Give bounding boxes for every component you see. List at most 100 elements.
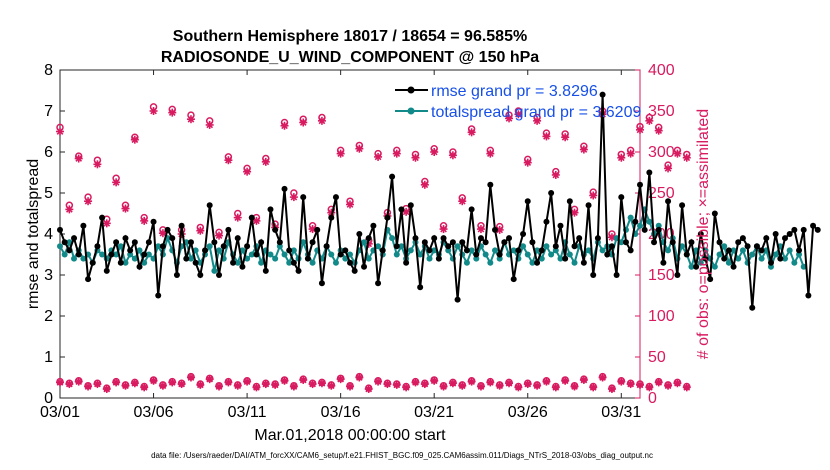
obs-assimilated-point — [392, 149, 401, 158]
asterisk-stroke — [206, 121, 214, 129]
asterisk-stroke — [56, 379, 64, 386]
obs-assimilated-point — [617, 153, 626, 162]
rmse-point — [543, 218, 550, 225]
spread-point — [618, 239, 625, 246]
y-left-tick-label: 5 — [44, 185, 53, 202]
rmse-point — [674, 272, 681, 278]
spread-point — [286, 259, 293, 266]
obs-assimilated-point — [121, 381, 130, 390]
rmse-point — [375, 280, 382, 287]
asterisk-stroke — [253, 383, 260, 391]
obs-assimilated-point — [56, 378, 64, 387]
x-tick-label: 03/06 — [134, 404, 174, 421]
rmse-point — [356, 231, 363, 237]
rmse-point — [599, 91, 606, 98]
rmse-point — [370, 222, 377, 229]
rmse-point — [782, 235, 788, 242]
asterisk-stroke — [393, 150, 401, 158]
asterisk-stroke — [561, 133, 569, 141]
asterisk-stroke — [515, 383, 522, 391]
obs-assimilated-point — [598, 373, 607, 382]
asterisk-stroke — [561, 377, 569, 385]
asterisk-stroke — [337, 150, 345, 158]
rmse-point — [669, 239, 676, 246]
asterisk-stroke — [75, 378, 83, 385]
obs-assimilated-point — [486, 378, 495, 387]
asterisk-stroke — [645, 117, 653, 125]
obs-assimilated-point — [673, 149, 682, 158]
legend-spread-label: totalspread grand pr = 3.6209 — [431, 104, 641, 121]
rmse-point — [655, 226, 662, 233]
asterisk-stroke — [309, 225, 316, 233]
obs-assimilated-point — [636, 380, 644, 389]
asterisk-stroke — [645, 383, 653, 391]
obs-assimilated-point — [243, 377, 252, 386]
asterisk-stroke — [543, 133, 550, 140]
rmse-point — [632, 218, 639, 225]
obs-assimilated-point — [682, 153, 691, 162]
rmse-point — [178, 222, 185, 229]
obs-assimilated-point — [523, 158, 532, 167]
asterisk-stroke — [262, 380, 270, 388]
obs-assimilated-point — [355, 373, 364, 382]
obs-assimilated-point — [308, 380, 317, 389]
spread-point — [520, 243, 527, 250]
y-left-tick-label: 6 — [44, 144, 53, 161]
rmse-point — [707, 276, 714, 283]
rmse-point — [786, 231, 793, 237]
plot-area — [59, 69, 641, 399]
asterisk-stroke — [299, 376, 307, 384]
obs-assimilated-point — [149, 107, 158, 115]
obs-assimilated-point — [289, 193, 298, 202]
obs-assimilated-point — [514, 110, 523, 119]
spread-point — [99, 251, 106, 258]
asterisk-stroke — [346, 201, 354, 208]
spread-point — [566, 251, 573, 258]
rmse-point — [510, 276, 517, 283]
spread-point — [136, 247, 143, 254]
rmse-point — [258, 239, 265, 246]
spread-point — [711, 263, 718, 270]
spread-point — [211, 267, 218, 274]
obs-assimilated-point — [467, 128, 476, 137]
asterisk-stroke — [112, 178, 120, 186]
rmse-point — [342, 247, 349, 254]
rmse-point — [85, 276, 92, 283]
asterisk-stroke — [505, 115, 513, 122]
obs-assimilated-point — [448, 151, 457, 160]
spread-point — [548, 251, 555, 258]
asterisk-stroke — [150, 107, 157, 115]
asterisk-stroke — [234, 382, 242, 390]
obs-assimilated-point — [177, 380, 186, 389]
asterisk-stroke — [655, 379, 663, 386]
asterisk-stroke — [281, 377, 288, 385]
spread-point — [665, 247, 672, 254]
obs-assimilated-point — [561, 133, 570, 142]
spread-point — [739, 247, 746, 254]
obs-assimilated-point — [261, 157, 270, 166]
rmse-point — [454, 296, 461, 303]
rmse-point — [99, 214, 106, 221]
spread-point — [585, 247, 592, 254]
asterisk-stroke — [150, 377, 157, 385]
rmse-point — [239, 263, 246, 270]
obs-assimilated-point — [551, 170, 560, 179]
y-left-tick-label: 2 — [44, 308, 53, 325]
obs-assimilated-point — [626, 149, 635, 158]
asterisk-stroke — [299, 119, 307, 126]
asterisk-stroke — [140, 383, 148, 391]
rmse-point — [744, 243, 751, 250]
rmse-point — [646, 169, 653, 176]
obs-assimilated-point — [495, 225, 504, 234]
spread-point — [749, 251, 756, 258]
obs-assimilated-point — [551, 383, 560, 392]
spread-point — [131, 255, 138, 262]
obs-assimilated-point — [346, 200, 354, 209]
asterisk-stroke — [515, 110, 522, 118]
rmse-point — [187, 239, 194, 246]
asterisk-stroke — [430, 148, 438, 156]
rmse-point — [318, 280, 325, 287]
rmse-point — [548, 190, 555, 196]
spread-point — [393, 251, 400, 258]
